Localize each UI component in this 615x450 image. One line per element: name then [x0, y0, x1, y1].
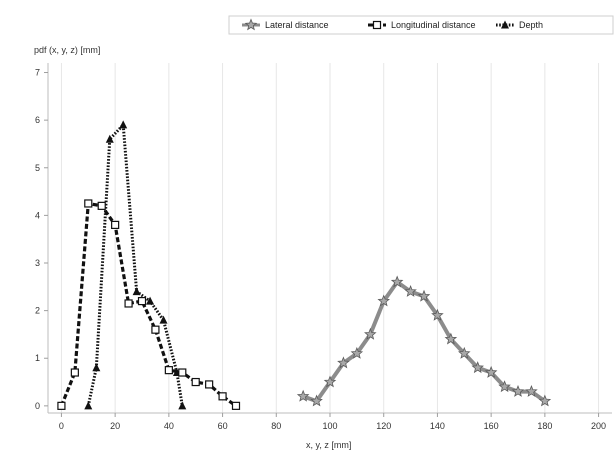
y-tick-label: 5 [35, 163, 40, 173]
data-point [205, 380, 214, 389]
series-depth [84, 120, 187, 410]
data-point [525, 384, 538, 397]
data-point [97, 201, 106, 210]
legend-label: Depth [519, 20, 543, 30]
data-point [231, 401, 241, 410]
data-point [124, 299, 133, 308]
y-tick-label: 2 [35, 306, 40, 316]
legend-item-lateral-distance: Lateral distance [242, 18, 329, 31]
data-point [159, 315, 168, 324]
x-tick-label: 80 [271, 421, 281, 431]
data-point [404, 284, 417, 297]
data-point [178, 401, 187, 410]
y-tick-label: 3 [35, 258, 40, 268]
data-point [92, 363, 101, 372]
data-point [471, 361, 484, 374]
data-point [538, 394, 552, 407]
data-point [105, 134, 114, 143]
data-point [57, 401, 66, 410]
x-tick-label: 20 [110, 421, 120, 431]
data-point [137, 296, 147, 306]
data-point [323, 375, 337, 388]
data-point [484, 365, 498, 378]
data-point [111, 220, 120, 230]
data-point [377, 294, 390, 307]
data-point [164, 366, 173, 375]
x-tick-label: 0 [59, 421, 64, 431]
data-point [119, 120, 128, 129]
x-axis-title: x, y, z [mm] [306, 440, 351, 450]
legend-swatch-marker [501, 20, 509, 29]
legend-label: Longitudinal distance [391, 20, 476, 30]
data-point [444, 332, 458, 345]
y-tick-label: 7 [35, 68, 40, 78]
legend-item-longitudinal-distance: Longitudinal distance [368, 20, 476, 30]
data-point [146, 296, 155, 305]
x-tick-label: 100 [322, 421, 337, 431]
legend-box [228, 15, 614, 35]
data-point [431, 308, 444, 321]
data-point [218, 392, 227, 401]
series-layer [57, 120, 552, 410]
data-point [337, 356, 350, 369]
data-point [511, 384, 525, 397]
x-tick-label: 180 [537, 421, 552, 431]
x-tick-label: 200 [591, 421, 606, 431]
y-tick-labels: 0 1 2 3 4 5 6 7 [35, 68, 48, 411]
data-point [70, 368, 79, 377]
data-point [498, 380, 511, 393]
legend: Lateral distance Longitudinal distance Dep… [228, 15, 614, 35]
legend-items: Lateral distance Longitudinal distance Dep… [242, 18, 543, 31]
series-line [302, 280, 547, 404]
x-tick-label: 120 [376, 421, 391, 431]
data-point [458, 346, 471, 359]
x-tick-label: 140 [430, 421, 445, 431]
data-point [390, 275, 404, 288]
grid-lines [60, 63, 600, 413]
y-tick-label: 6 [35, 115, 40, 125]
x-tick-label: 60 [218, 421, 228, 431]
legend-swatch-marker [372, 20, 382, 30]
legend-label: Lateral distance [265, 20, 329, 30]
series-lateral-distance [296, 275, 552, 407]
y-tick-label: 4 [35, 210, 40, 220]
series-longitudinal-distance [57, 199, 241, 410]
series-line [59, 201, 237, 408]
data-point [350, 346, 364, 359]
data-point [296, 389, 310, 402]
x-tick-labels: 0 20 40 60 80 100 120 140 160 180 200 [59, 413, 606, 431]
data-point [132, 287, 141, 296]
y-tick-label: 0 [35, 401, 40, 411]
legend-swatch-marker [244, 18, 258, 31]
data-point [364, 327, 377, 340]
data-point [191, 377, 200, 387]
data-point [84, 199, 93, 208]
data-point [178, 368, 187, 377]
legend-item-depth: Depth [496, 20, 543, 30]
y-axis-title: pdf (x, y, z) [mm] [34, 45, 100, 55]
data-point [84, 401, 93, 410]
y-tick-label: 1 [35, 353, 40, 363]
data-point [417, 289, 431, 302]
data-point [310, 394, 323, 407]
data-point [151, 325, 160, 334]
x-tick-label: 160 [484, 421, 499, 431]
x-tick-label: 40 [164, 421, 174, 431]
series-line [86, 123, 184, 407]
